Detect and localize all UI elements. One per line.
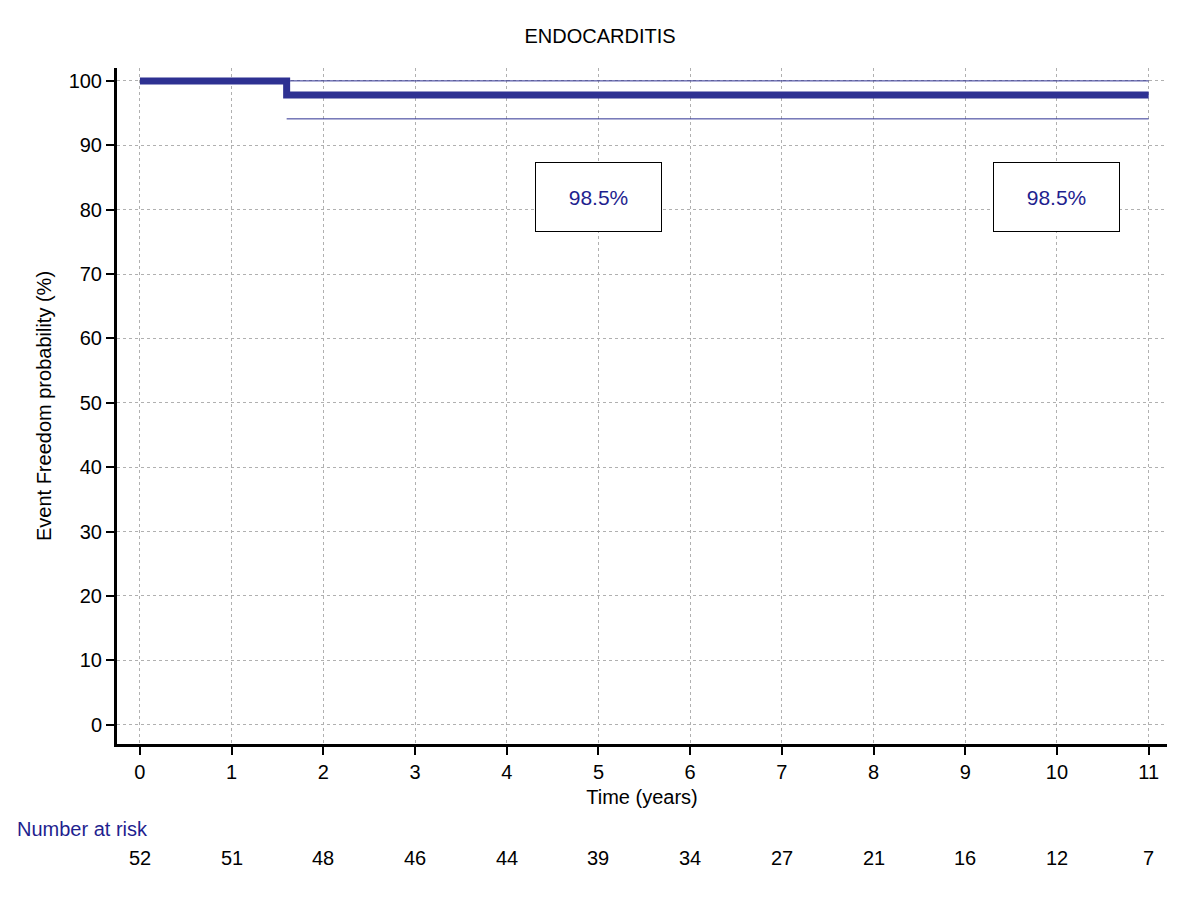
svg-text:70: 70 (80, 263, 102, 285)
svg-text:80: 80 (80, 199, 102, 221)
svg-text:60: 60 (80, 327, 102, 349)
svg-text:34: 34 (679, 847, 701, 869)
svg-text:3: 3 (409, 761, 420, 783)
svg-text:98.5%: 98.5% (569, 186, 629, 209)
svg-text:ENDOCARDITIS: ENDOCARDITIS (524, 25, 675, 47)
svg-text:8: 8 (868, 761, 879, 783)
svg-text:0: 0 (134, 761, 145, 783)
svg-text:2: 2 (318, 761, 329, 783)
svg-text:50: 50 (80, 392, 102, 414)
svg-text:10: 10 (80, 649, 102, 671)
svg-text:Time (years): Time (years) (586, 786, 697, 808)
svg-text:40: 40 (80, 456, 102, 478)
svg-text:16: 16 (954, 847, 976, 869)
svg-text:11: 11 (1138, 761, 1159, 783)
svg-text:4: 4 (501, 761, 512, 783)
svg-text:20: 20 (80, 585, 102, 607)
svg-text:10: 10 (1046, 761, 1068, 783)
svg-text:21: 21 (863, 847, 885, 869)
svg-text:52: 52 (129, 847, 151, 869)
svg-text:Number at risk: Number at risk (17, 818, 148, 840)
svg-text:39: 39 (587, 847, 609, 869)
svg-text:Event Freedom probability (%): Event Freedom probability (%) (33, 271, 55, 541)
svg-text:100: 100 (69, 70, 102, 92)
svg-text:7: 7 (1143, 847, 1154, 869)
svg-text:90: 90 (80, 134, 102, 156)
svg-text:51: 51 (221, 847, 243, 869)
svg-text:7: 7 (776, 761, 787, 783)
svg-text:44: 44 (496, 847, 518, 869)
svg-text:5: 5 (593, 761, 604, 783)
svg-text:27: 27 (771, 847, 793, 869)
svg-text:12: 12 (1046, 847, 1068, 869)
svg-text:9: 9 (960, 761, 971, 783)
svg-text:1: 1 (226, 761, 237, 783)
svg-text:6: 6 (685, 761, 696, 783)
svg-text:46: 46 (404, 847, 426, 869)
svg-text:48: 48 (312, 847, 334, 869)
svg-text:98.5%: 98.5% (1027, 186, 1087, 209)
svg-text:0: 0 (91, 714, 102, 736)
svg-text:30: 30 (80, 521, 102, 543)
